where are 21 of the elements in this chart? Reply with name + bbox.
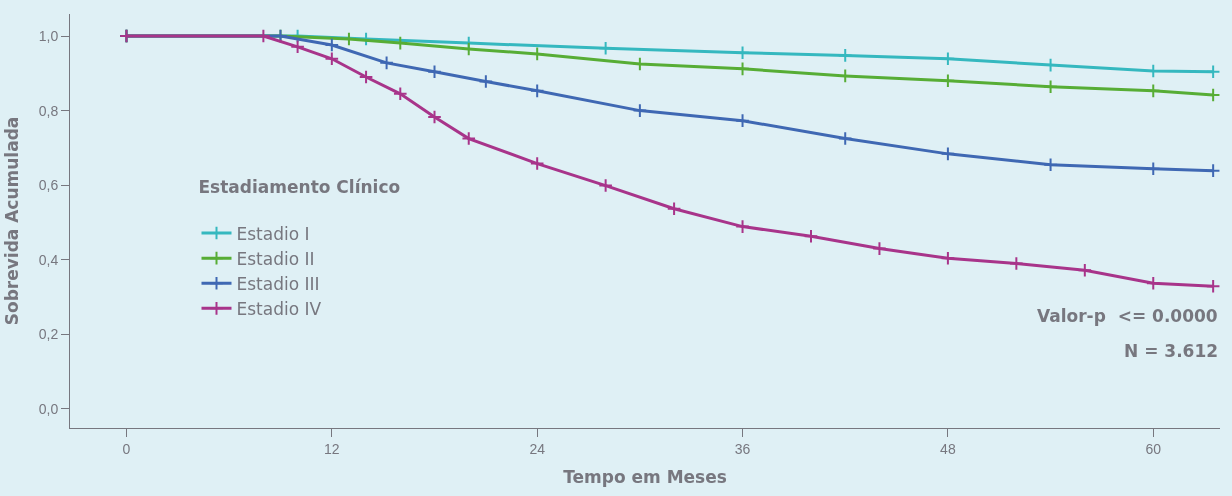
x-tick-label: 0 — [122, 440, 131, 457]
y-tick-label: 0,4 — [38, 251, 59, 268]
x-tick-label: 48 — [940, 440, 956, 457]
legend-title: Estadiamento Clínico — [198, 177, 401, 198]
y-tick-label: 1,0 — [38, 27, 59, 44]
y-tick-label: 0,6 — [38, 177, 59, 194]
x-tick-label: 24 — [529, 440, 546, 457]
x-tick-label: 60 — [1145, 440, 1162, 457]
legend-label: Estadio IV — [236, 299, 322, 319]
annotation: N = 3.612 — [1124, 341, 1219, 361]
x-axis-title: Tempo em Meses — [563, 467, 727, 488]
legend-label: Estadio III — [236, 273, 320, 294]
y-tick-label: 0,2 — [38, 326, 59, 343]
x-tick-label: 12 — [324, 440, 340, 457]
legend-label: Estadio II — [236, 248, 315, 269]
y-axis-title: Sobrevida Acumulada — [2, 116, 23, 326]
annotation: Valor-p <= 0.0000 — [1037, 306, 1218, 326]
y-tick-label: 0,8 — [38, 102, 59, 119]
legend-label: Estadio I — [236, 223, 310, 244]
x-tick-label: 36 — [734, 440, 751, 457]
y-tick-label: 0,0 — [38, 400, 59, 417]
